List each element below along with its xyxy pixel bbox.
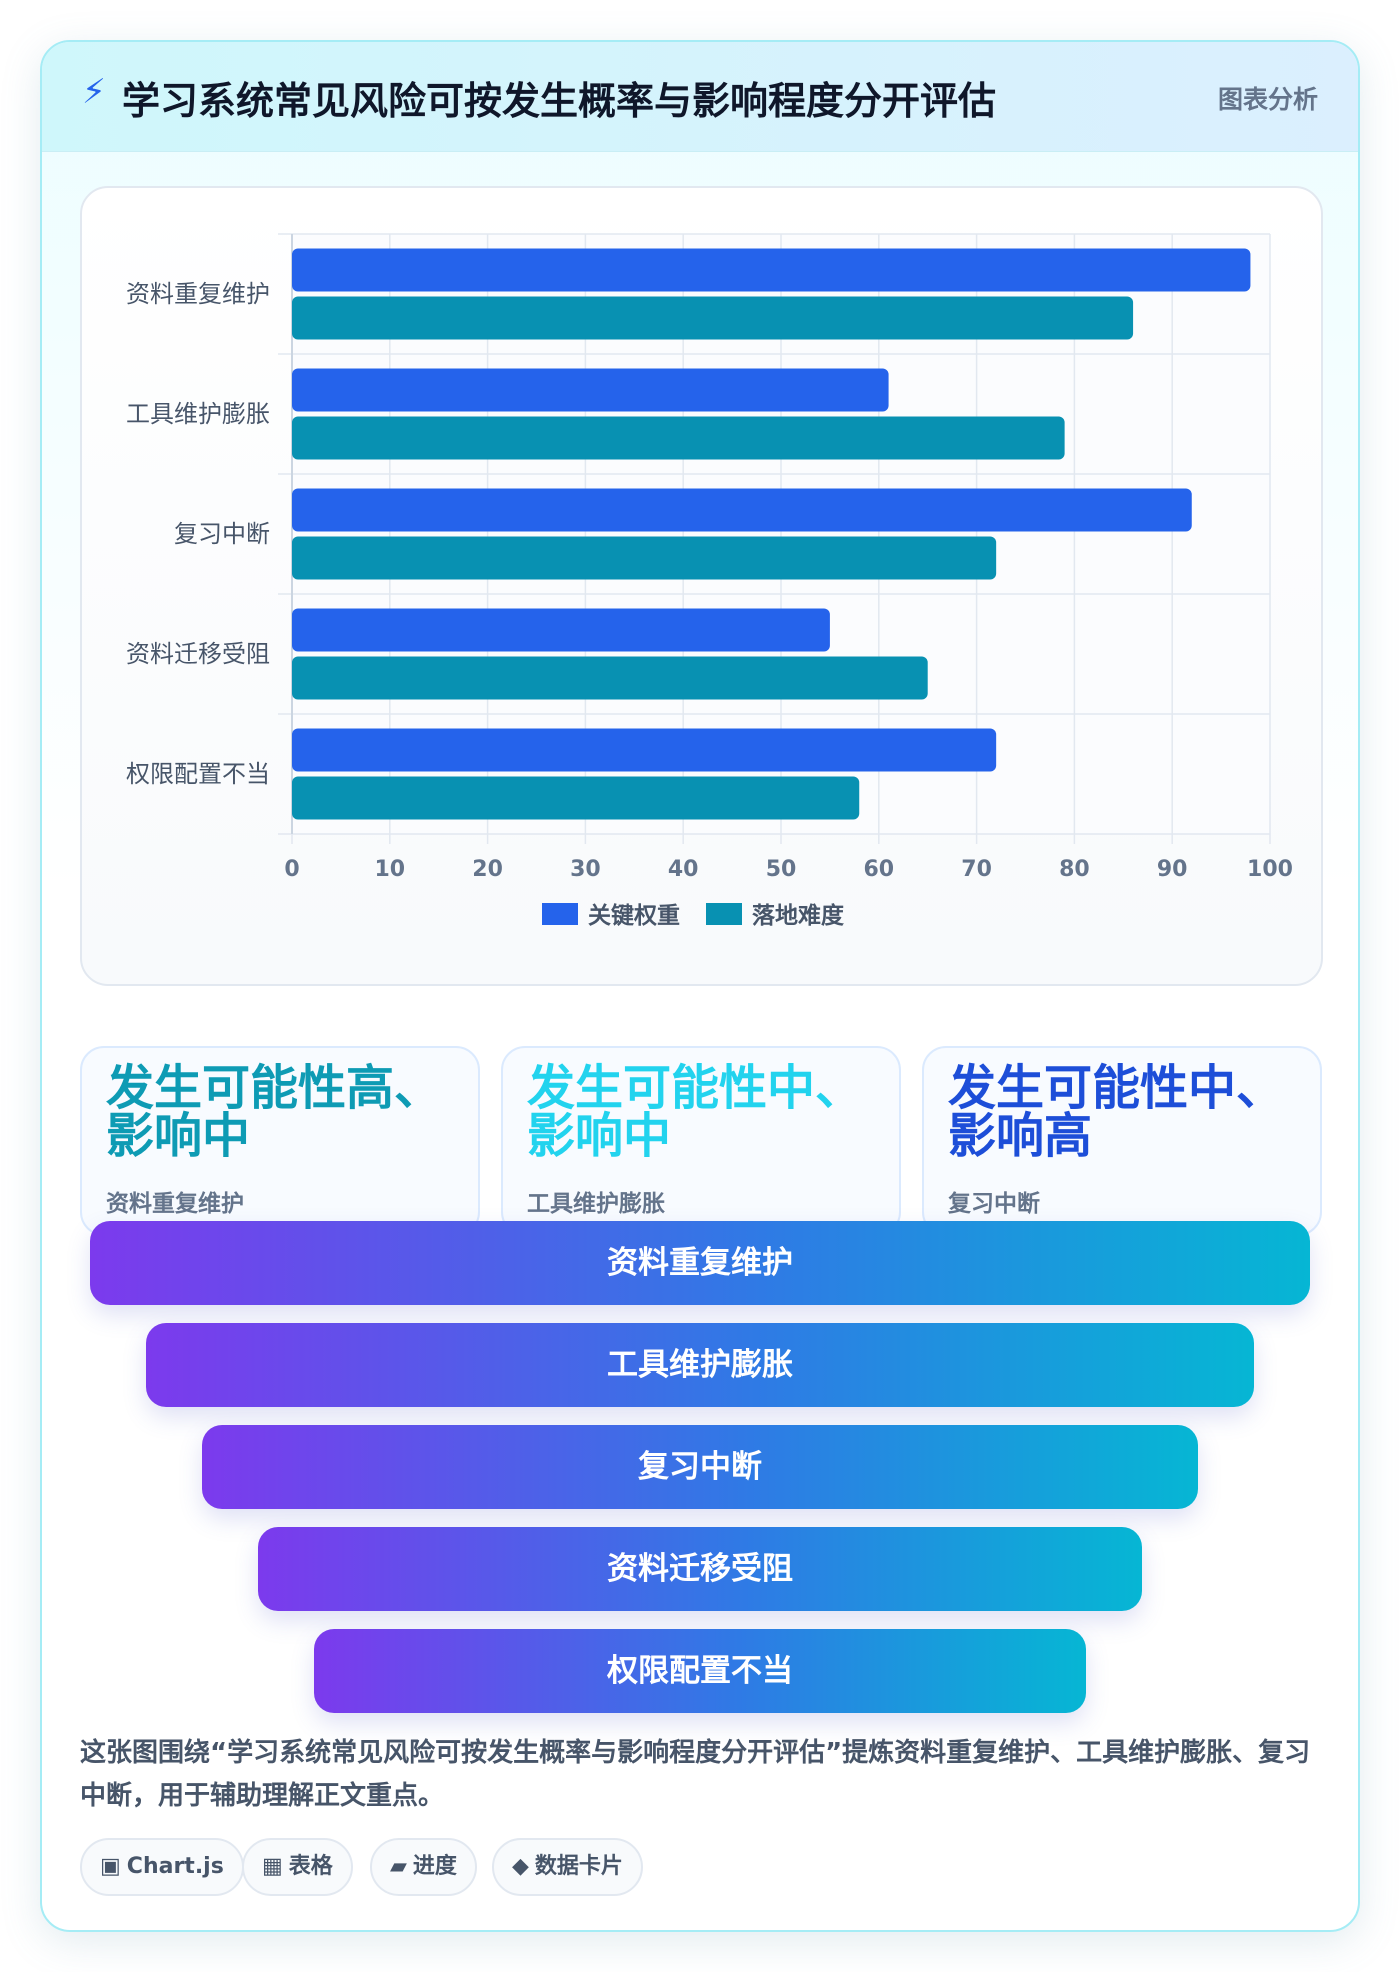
pill-label: 进度 — [412, 1854, 457, 1879]
bar-series-2 — [292, 296, 1134, 340]
chart-icon: ▣ — [100, 1854, 121, 1879]
bar-series-1 — [292, 728, 997, 772]
progress-icon: ▰ — [390, 1854, 407, 1879]
x-tick-label: 20 — [472, 857, 503, 882]
stat-card-3: 发生可能性中、影响高 复习中断 — [922, 1046, 1322, 1236]
funnel-step-4: 资料迁移受阻 — [258, 1527, 1142, 1611]
x-tick-label: 100 — [1247, 857, 1293, 882]
x-tick-label: 90 — [1157, 857, 1188, 882]
legend-label: 落地难度 — [752, 902, 845, 929]
bar-chart: 0 10 20 30 40 50 60 70 80 90 100 资料重复维护工具维护膨胀复习中断资料… — [126, 233, 1293, 929]
lightning-icon: ⚡ — [82, 72, 106, 112]
pill-table[interactable]: ▦ 表格 — [242, 1838, 353, 1896]
content-card: ⚡ 学习系统常见风险可按发生概率与影响程度分开评估 图表分析 0 10 20 30 40… — [40, 40, 1360, 1932]
x-tick-label: 80 — [1059, 857, 1090, 882]
category-label: 资料重复维护 — [126, 280, 270, 308]
x-tick-label: 60 — [863, 857, 894, 882]
bar-series-2 — [292, 416, 1065, 460]
funnel-step-2: 工具维护膨胀 — [146, 1323, 1254, 1407]
legend-swatch — [706, 903, 742, 925]
page-title: 学习系统常见风险可按发生概率与影响程度分开评估 — [122, 79, 997, 123]
category-label: 资料迁移受阻 — [126, 640, 270, 668]
description: 这张图围绕“学习系统常见风险可按发生概率与影响程度分开评估”提炼资料重复维护、工… — [80, 1738, 1311, 1811]
stat-card-1: 发生可能性高、影响中 资料重复维护 — [80, 1046, 480, 1236]
diamond-icon: ◆ — [512, 1854, 529, 1879]
stat-label: 工具维护膨胀 — [527, 1191, 665, 1217]
stat-card-2: 发生可能性中、影响中 工具维护膨胀 — [501, 1046, 901, 1236]
category-label: 工具维护膨胀 — [126, 400, 270, 428]
stat-value: 发生可能性中、影响中 — [527, 1060, 864, 1164]
bar-series-1 — [292, 488, 1192, 532]
legend-swatch — [542, 903, 578, 925]
legend-label: 关键权重 — [588, 902, 680, 929]
table-icon: ▦ — [262, 1854, 283, 1879]
bar-series-1 — [292, 368, 889, 412]
funnel-step-5: 权限配置不当 — [314, 1629, 1086, 1713]
bar-series-2 — [292, 776, 860, 820]
category-label: 权限配置不当 — [126, 760, 270, 788]
bar-series-1 — [292, 248, 1251, 292]
category-label: 复习中断 — [174, 520, 270, 548]
pill-chartjs[interactable]: ▣ Chart.js — [80, 1838, 244, 1896]
pill-label: 数据卡片 — [534, 1854, 623, 1879]
x-tick-label: 0 — [284, 857, 299, 882]
x-tick-label: 40 — [668, 857, 699, 882]
x-tick-label: 10 — [374, 857, 405, 882]
stat-label: 复习中断 — [948, 1191, 1040, 1217]
pill-data-card[interactable]: ◆ 数据卡片 — [492, 1838, 643, 1896]
bar-series-2 — [292, 536, 997, 580]
chart-panel: 0 10 20 30 40 50 60 70 80 90 100 资料重复维护 工具维护膨胀复习中断资料… — [80, 186, 1323, 986]
stat-value: 发生可能性高、影响中 — [106, 1060, 443, 1164]
x-tick-label: 50 — [766, 857, 797, 882]
pill-label: Chart.js — [126, 1854, 224, 1879]
stat-value: 发生可能性中、影响高 — [948, 1060, 1285, 1164]
header-tag: 图表分析 — [1217, 85, 1318, 114]
funnel-step-3: 复习中断 — [202, 1425, 1198, 1509]
stat-label: 资料重复维护 — [106, 1191, 244, 1217]
funnel-step-1: 资料重复维护 — [90, 1221, 1310, 1305]
header: ⚡ 学习系统常见风险可按发生概率与影响程度分开评估 图表分析 — [42, 42, 1358, 152]
x-tick-label: 30 — [570, 857, 601, 882]
pill-progress[interactable]: ▰ 进度 — [370, 1838, 477, 1896]
bar-series-1 — [292, 608, 830, 652]
bar-series-2 — [292, 656, 928, 700]
x-tick-label: 70 — [961, 857, 992, 882]
pill-label: 表格 — [288, 1854, 333, 1879]
